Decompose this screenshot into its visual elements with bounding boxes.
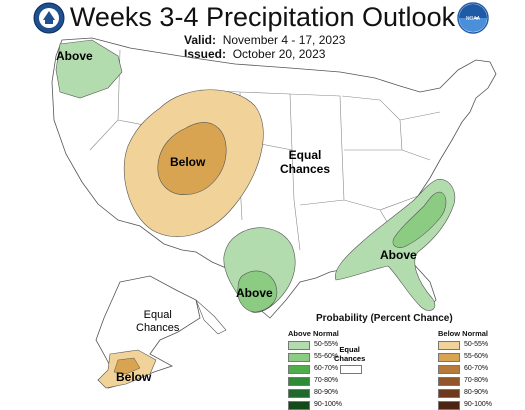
texas-above-inner-region: [237, 270, 278, 313]
legend-above-swatch: [288, 365, 310, 374]
issued-label: Issued:: [184, 47, 227, 61]
legend-equal-chances: Equal Chances: [334, 345, 365, 363]
legend-below-label: 60-70%: [464, 365, 489, 372]
legend-below-swatch: [438, 353, 460, 362]
legend-below-label: 70-80%: [464, 377, 489, 384]
legend-above-header: Above Normal: [288, 329, 339, 338]
pnw-above-region: [55, 39, 123, 99]
legend-below-swatch: [438, 389, 460, 398]
legend-above-label: 70-80%: [314, 377, 339, 384]
legend-above-swatch: [288, 401, 310, 410]
legend-above-swatch: [288, 341, 310, 350]
legend-equal-line1: Equal: [339, 345, 360, 354]
legend-above-label: 50-55%: [314, 341, 339, 348]
legend-equal-line2: Chances: [334, 354, 366, 363]
label-alaska-equal-chances: Equal Chances: [136, 309, 179, 335]
alaska-below-inner-region: [113, 357, 141, 375]
central-equal-line2: Chances: [280, 162, 331, 176]
legend-below-swatch: [438, 341, 460, 350]
legend-below-swatch: [438, 377, 460, 386]
legend-above-label: 60-70%: [314, 365, 339, 372]
legend-above-label: 80-90%: [314, 389, 339, 396]
legend-below-swatch: [438, 401, 460, 410]
valid-value: November 4 - 17, 2023: [222, 33, 346, 47]
west-below-inner-region: [157, 122, 227, 195]
map-title: Weeks 3-4 Precipitation Outlook: [69, 2, 456, 32]
alaska-equal-line1: Equal: [143, 309, 172, 321]
legend-above-swatch: [288, 389, 310, 398]
legend-below-label: 55-60%: [464, 353, 489, 360]
label-texas-above: Above: [236, 286, 273, 300]
legend-equal-swatch: [340, 365, 362, 374]
southeast-above-inner-region: [392, 191, 447, 248]
legend-above-swatch: [288, 353, 310, 362]
legend-below-swatch: [438, 365, 460, 374]
label-central-equal-chances: Equal Chances: [280, 148, 330, 176]
legend-below-header: Below Normal: [438, 329, 489, 338]
noaa-logo-text: NOAA: [466, 16, 481, 22]
alaska-equal-line2: Chances: [136, 322, 180, 334]
label-pnw-above: Above: [56, 49, 93, 63]
legend-above-label: 55-60%: [314, 353, 339, 360]
legend-below-label: 80-90%: [464, 389, 489, 396]
legend-below-label: 50-55%: [464, 341, 489, 348]
noaa-logo-icon: NOAA: [457, 2, 489, 34]
label-west-below: Below: [170, 155, 206, 169]
central-equal-line1: Equal: [288, 148, 322, 162]
label-southeast-above: Above: [380, 248, 417, 262]
noaa-doc-seal-icon: [33, 2, 65, 34]
valid-label: Valid:: [184, 33, 217, 47]
valid-dates: Valid: November 4 - 17, 2023 Issued: Oct…: [184, 33, 345, 61]
legend-above-swatch: [288, 377, 310, 386]
label-alaska-below: Below: [116, 370, 152, 384]
issued-value: October 20, 2023: [232, 47, 326, 61]
legend-title: Probability (Percent Chance): [316, 313, 453, 324]
alaska-panhandle: [195, 299, 227, 335]
